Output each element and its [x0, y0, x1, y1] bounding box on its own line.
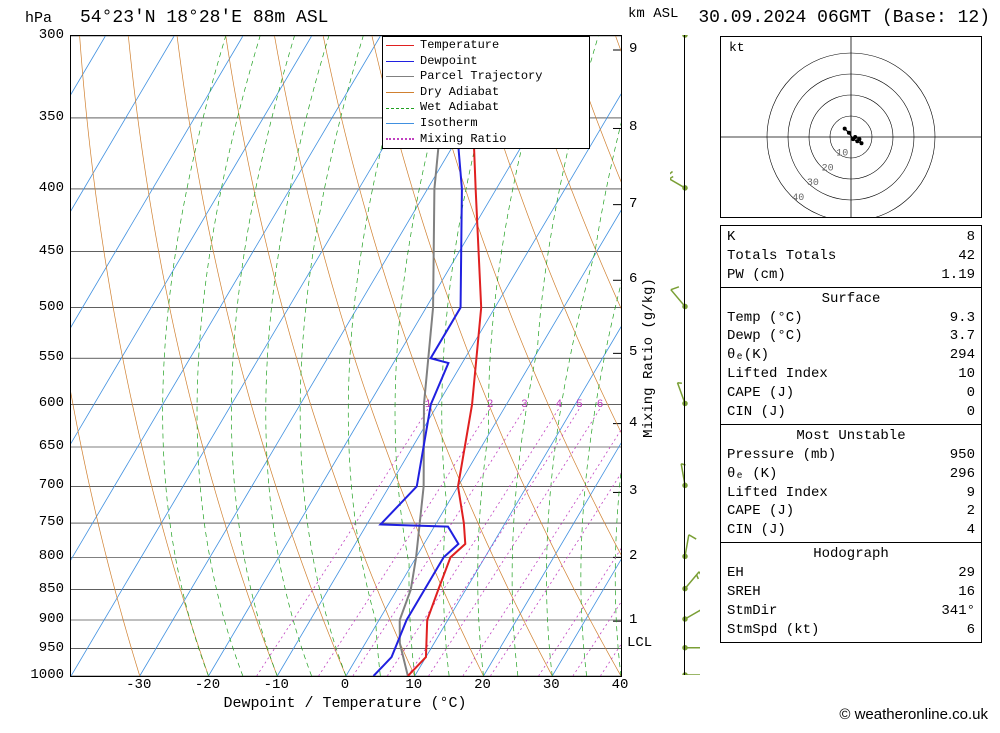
pressure-tick: 900 — [39, 611, 64, 627]
temperature-tick: -20 — [195, 677, 220, 693]
temperature-tick: 0 — [341, 677, 349, 693]
index-row: StmSpd (kt)6 — [727, 621, 975, 640]
lcl-label: LCL — [627, 635, 652, 651]
pressure-tick: 350 — [39, 109, 64, 125]
temperature-tick: -10 — [264, 677, 289, 693]
index-row: CAPE (J)2 — [727, 502, 975, 521]
index-row: StmDir341° — [727, 602, 975, 621]
svg-text:3: 3 — [521, 399, 528, 411]
legend-item: Temperature — [386, 38, 586, 54]
index-row: Temp (°C)9.3 — [727, 309, 975, 328]
pressure-tick: 950 — [39, 640, 64, 656]
legend-item: Mixing Ratio — [386, 132, 586, 148]
svg-text:20: 20 — [822, 163, 834, 174]
altitude-tick: 2 — [629, 548, 637, 564]
index-row: Lifted Index10 — [727, 365, 975, 384]
temperature-tick: 20 — [474, 677, 491, 693]
wind-barbs — [670, 35, 700, 675]
altitude-unit: km ASL — [628, 6, 678, 22]
pressure-tick: 650 — [39, 438, 64, 454]
temperature-tick: -30 — [126, 677, 151, 693]
legend-item: Dry Adiabat — [386, 85, 586, 101]
temperature-axis: -30-20-10010203040Dewpoint / Temperature… — [70, 675, 620, 725]
altitude-tick: 7 — [629, 196, 637, 212]
legend-item: Isotherm — [386, 116, 586, 132]
index-row: θₑ (K)296 — [727, 465, 975, 484]
altitude-tick: 5 — [629, 344, 637, 360]
pressure-unit: hPa — [25, 10, 52, 27]
temperature-tick: 10 — [405, 677, 422, 693]
svg-text:10: 10 — [836, 149, 848, 160]
pressure-axis: 3003504004505005506006507007508008509009… — [0, 35, 68, 675]
pressure-tick: 500 — [39, 299, 64, 315]
pressure-tick: 1000 — [30, 667, 64, 683]
pressure-tick: 400 — [39, 180, 64, 196]
svg-text:2: 2 — [487, 399, 494, 411]
legend: TemperatureDewpointParcel TrajectoryDry … — [382, 36, 590, 149]
x-axis-label: Dewpoint / Temperature (°C) — [223, 695, 466, 712]
svg-text:kt: kt — [729, 40, 745, 55]
datetime-title: 30.09.2024 06GMT (Base: 12) — [698, 8, 990, 28]
index-section-header: Most Unstable — [727, 427, 975, 446]
index-row: K8 — [727, 228, 975, 247]
mixing-ratio-label: Mixing Ratio (g/kg) — [641, 278, 657, 438]
svg-text:30: 30 — [807, 178, 819, 189]
altitude-tick: 1 — [629, 612, 637, 628]
pressure-tick: 300 — [39, 27, 64, 43]
index-row: Pressure (mb)950 — [727, 446, 975, 465]
legend-item: Parcel Trajectory — [386, 69, 586, 85]
svg-text:5: 5 — [576, 399, 583, 411]
legend-item: Dewpoint — [386, 54, 586, 70]
svg-text:40: 40 — [792, 193, 804, 204]
index-row: Lifted Index9 — [727, 484, 975, 503]
index-row: CIN (J)4 — [727, 521, 975, 540]
legend-item: Wet Adiabat — [386, 100, 586, 116]
index-row: EH29 — [727, 564, 975, 583]
pressure-tick: 550 — [39, 349, 64, 365]
pressure-tick: 450 — [39, 243, 64, 259]
altitude-tick: 3 — [629, 483, 637, 499]
temperature-tick: 40 — [612, 677, 629, 693]
pressure-tick: 750 — [39, 514, 64, 530]
temperature-tick: 30 — [543, 677, 560, 693]
pressure-tick: 850 — [39, 581, 64, 597]
svg-text:6: 6 — [597, 399, 604, 411]
pressure-tick: 700 — [39, 477, 64, 493]
indices-panel: K8Totals Totals42PW (cm)1.19 SurfaceTemp … — [720, 225, 982, 643]
pressure-tick: 800 — [39, 548, 64, 564]
altitude-tick: 8 — [629, 119, 637, 135]
svg-text:4: 4 — [556, 399, 563, 411]
pressure-tick: 600 — [39, 395, 64, 411]
index-row: PW (cm)1.19 — [727, 266, 975, 285]
altitude-tick: 4 — [629, 415, 637, 431]
index-section-header: Hodograph — [727, 545, 975, 564]
altitude-tick: 9 — [629, 41, 637, 57]
location-title: 54°23'N 18°28'E 88m ASL — [80, 8, 328, 28]
altitude-tick: 6 — [629, 271, 637, 287]
hodograph: 10203040 kt — [720, 36, 982, 218]
index-row: SREH16 — [727, 583, 975, 602]
index-row: CIN (J)0 — [727, 403, 975, 422]
index-row: Totals Totals42 — [727, 247, 975, 266]
index-section-header: Surface — [727, 290, 975, 309]
index-row: Dewp (°C)3.7 — [727, 327, 975, 346]
attribution: © weatheronline.co.uk — [839, 706, 988, 723]
index-row: θₑ(K)294 — [727, 346, 975, 365]
index-row: CAPE (J)0 — [727, 384, 975, 403]
